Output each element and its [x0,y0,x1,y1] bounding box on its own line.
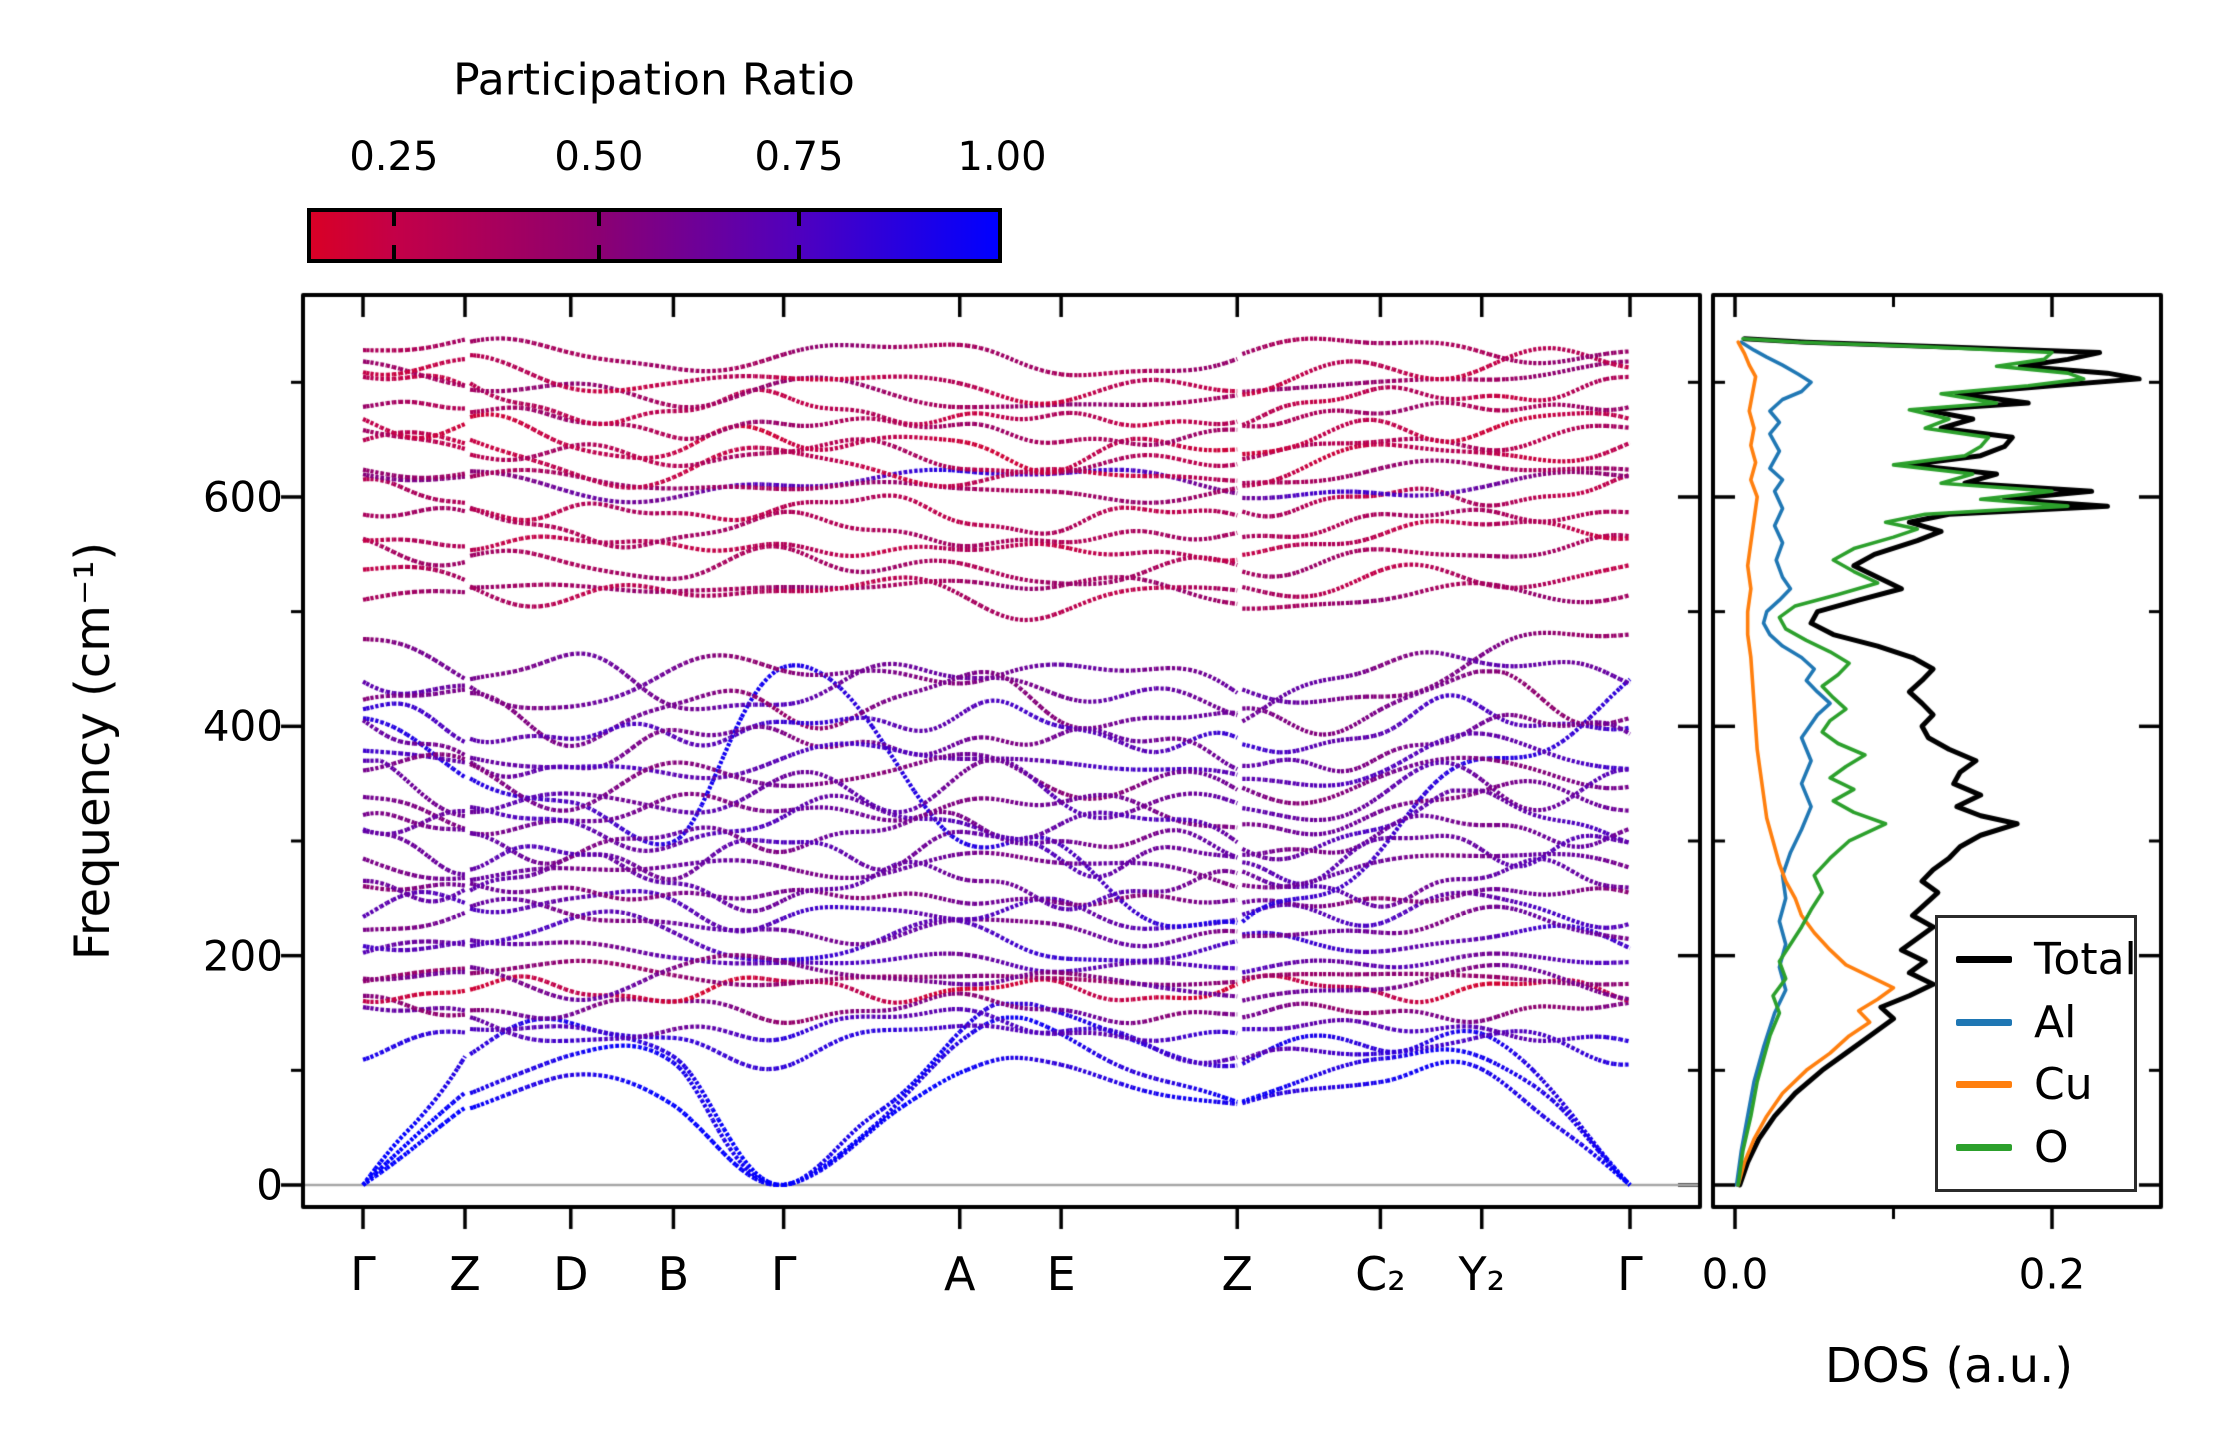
kpoint-label: Z [1221,1247,1253,1301]
kpoint-label: C₂ [1355,1247,1406,1301]
kpoint-label: Z [449,1247,481,1301]
kpoint-label: Y₂ [1458,1247,1506,1301]
colorbar-tick-mark [596,210,601,226]
kpoint-label: Γ [350,1247,376,1301]
colorbar-tick-mark [391,210,396,226]
o-line-swatch [1956,1144,2012,1152]
legend-item-o: O [1956,1122,2116,1173]
al-line-swatch [1956,1018,2012,1026]
colorbar-tick-mark [391,245,396,261]
legend-label-cu: Cu [2034,1059,2093,1111]
kpoint-label: B [657,1247,690,1301]
y-axis-label: Frequency (cm⁻¹) [65,541,121,961]
y-tick-label: 400 [202,701,283,751]
colorbar-tick-mark [596,245,601,261]
kpoint-label: E [1046,1247,1076,1301]
dos-tick-label: 0.0 [1701,1249,1769,1299]
legend-item-al: Al [1956,997,2116,1048]
kpoint-label: A [944,1247,976,1301]
colorbar-tick-label: 0.50 [554,134,644,180]
dos-tick-label: 0.2 [2018,1249,2086,1299]
kpoint-label: Γ [770,1247,797,1301]
y-tick-label: 0 [256,1160,283,1210]
colorbar-tick-label: 0.25 [349,134,439,180]
colorbar-tick-label: 0.75 [754,134,844,180]
y-tick-label: 600 [202,472,283,522]
dos-legend: Total Al Cu O [1935,915,2137,1192]
dos-x-axis-label: DOS (a.u.) [1824,1338,2074,1394]
colorbar-title: Participation Ratio [453,54,855,106]
colorbar-tick-label: 1.00 [957,134,1047,180]
colorbar-tick-mark [797,210,802,226]
legend-label-total: Total [2034,933,2137,985]
kpoint-label: D [553,1247,589,1301]
legend-label-o: O [2034,1122,2069,1174]
total-line-swatch [1956,955,2012,963]
legend-item-cu: Cu [1956,1059,2116,1110]
legend-label-al: Al [2034,996,2077,1048]
cu-line-swatch [1956,1081,2012,1089]
kpoint-label: Γ [1617,1247,1643,1301]
y-tick-label: 200 [202,931,283,981]
colorbar-gradient [307,208,1002,263]
colorbar-tick-mark [797,245,802,261]
legend-item-total: Total [1956,934,2137,985]
